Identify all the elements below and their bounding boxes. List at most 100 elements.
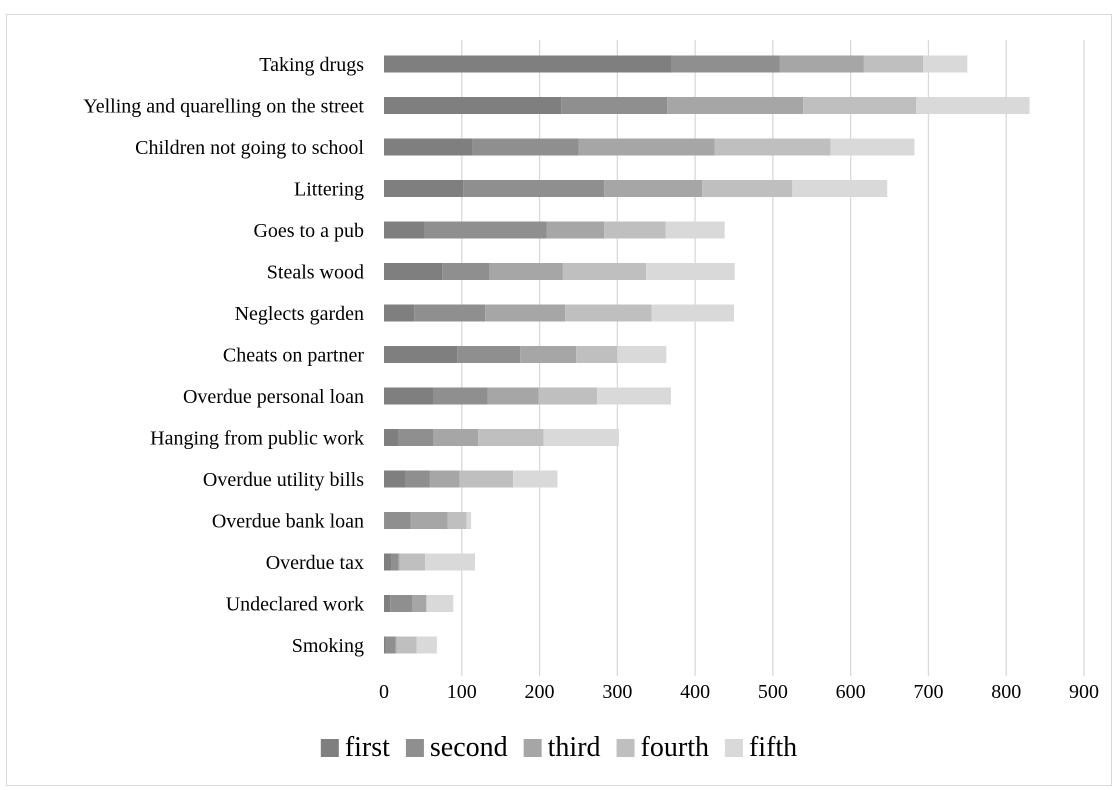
bar-segment-second: [433, 387, 488, 405]
category-label: Cheats on partner: [223, 345, 364, 367]
bar-segment-second: [385, 636, 396, 654]
bar-segment-third: [487, 387, 539, 405]
x-tick-label: 500: [758, 681, 788, 703]
legend-swatch-fourth: [616, 739, 635, 757]
bar-segment-fifth: [466, 512, 472, 529]
bar-segment-fourth: [426, 595, 427, 612]
bar-segment-fifth: [425, 553, 475, 571]
bar-segment-fifth: [792, 180, 888, 197]
bar-segment-third: [429, 470, 460, 488]
bar-segment-fifth: [646, 263, 735, 280]
bar-segment-first: [384, 595, 391, 612]
category-label: Littering: [294, 179, 364, 201]
bars: [384, 55, 1030, 654]
legend: first second third fourth fifth: [320, 732, 797, 763]
bar-segment-third: [604, 180, 703, 197]
bar-segment-fifth: [651, 304, 734, 322]
x-tick-label: 700: [913, 681, 943, 703]
bar-segment-second: [463, 180, 605, 197]
bar-segment-fourth: [478, 429, 544, 446]
bar-segment-second: [561, 97, 668, 114]
bar-segment-third: [412, 595, 426, 612]
bar-segment-fifth: [830, 138, 915, 156]
bar-segment-fourth: [396, 636, 417, 654]
bar-segment-fifth: [543, 429, 619, 446]
category-label: Neglects garden: [235, 303, 364, 325]
bar-segment-fourth: [459, 470, 514, 488]
bar-segment-fifth: [916, 97, 1030, 114]
bar-segment-fourth: [604, 221, 666, 239]
category-label: Overdue tax: [266, 552, 364, 574]
bar-segment-first: [384, 636, 386, 654]
legend-swatch-first: [320, 739, 339, 757]
bar-segment-fourth: [447, 512, 467, 529]
category-label: Hanging from public work: [150, 428, 364, 450]
bar-segment-third: [779, 55, 864, 73]
bar-segment-fourth: [576, 346, 618, 363]
x-tick-label: 300: [602, 681, 632, 703]
bar-segment-first: [384, 346, 458, 363]
bar-segment-second: [424, 221, 547, 239]
legend-label-fourth: fourth: [641, 732, 709, 763]
legend-label-third: third: [548, 732, 601, 763]
bar-segment-fifth: [513, 470, 558, 488]
bar-segment-first: [384, 387, 433, 405]
bar-segment-first: [384, 512, 385, 529]
category-label: Steals wood: [267, 262, 364, 284]
category-labels: Taking drugs Yelling and quarelling on th…: [83, 54, 364, 657]
x-tick-label: 800: [991, 681, 1021, 703]
bar-segment-fourth: [399, 553, 426, 571]
legend-swatch-third: [523, 739, 542, 757]
bar-segment-first: [384, 263, 443, 280]
category-label: Taking drugs: [259, 54, 364, 76]
bar-segment-fourth: [702, 180, 793, 197]
bar-segment-third: [546, 221, 605, 239]
legend-swatch-second: [405, 739, 424, 757]
x-tick-label: 600: [836, 681, 866, 703]
category-label: Yelling and quarelling on the street: [83, 96, 364, 118]
bar-segment-fifth: [617, 346, 667, 363]
bar-segment-third: [520, 346, 577, 363]
bar-segment-first: [384, 553, 392, 571]
bar-segment-fourth: [714, 138, 831, 156]
bar-segment-first: [384, 221, 425, 239]
x-tick-label: 900: [1069, 681, 1099, 703]
bar-segment-first: [384, 304, 415, 322]
bar-segment-second: [398, 429, 433, 446]
x-tick-label: 0: [379, 681, 389, 703]
category-label: Overdue utility bills: [203, 469, 364, 491]
bar-segment-fourth: [863, 55, 923, 73]
bar-segment-first: [384, 97, 562, 114]
legend-label-first: first: [345, 732, 390, 763]
bar-segment-fourth: [538, 387, 598, 405]
bar-segment-second: [472, 138, 579, 156]
category-label: Undeclared work: [226, 594, 364, 616]
legend-label-second: second: [430, 732, 508, 763]
bar-segment-first: [384, 138, 473, 156]
bar-segment-second: [457, 346, 521, 363]
bar-segment-third: [667, 97, 804, 114]
bar-segment-third: [410, 512, 448, 529]
legend-label-fifth: fifth: [749, 732, 797, 763]
category-label: Children not going to school: [135, 137, 364, 159]
bar-segment-second: [405, 470, 430, 488]
bar-segment-third: [398, 553, 400, 571]
bar-segment-third: [485, 304, 566, 322]
x-tick-label: 100: [447, 681, 477, 703]
category-label: Overdue bank loan: [212, 511, 364, 533]
bar-segment-fifth: [597, 387, 671, 405]
category-label: Smoking: [292, 635, 364, 657]
bar-segment-fifth: [426, 595, 454, 612]
x-tick-label: 400: [680, 681, 710, 703]
bar-segment-second: [390, 595, 412, 612]
bar-segment-second: [671, 55, 780, 73]
bar-segment-second: [414, 304, 486, 322]
bar-segment-fourth: [565, 304, 652, 322]
bar-segment-second: [391, 553, 398, 571]
bar-segment-first: [384, 429, 398, 446]
bar-segment-first: [384, 55, 671, 73]
bar-segment-first: [384, 180, 464, 197]
bar-segment-third: [433, 429, 479, 446]
x-tick-label: 200: [525, 681, 555, 703]
